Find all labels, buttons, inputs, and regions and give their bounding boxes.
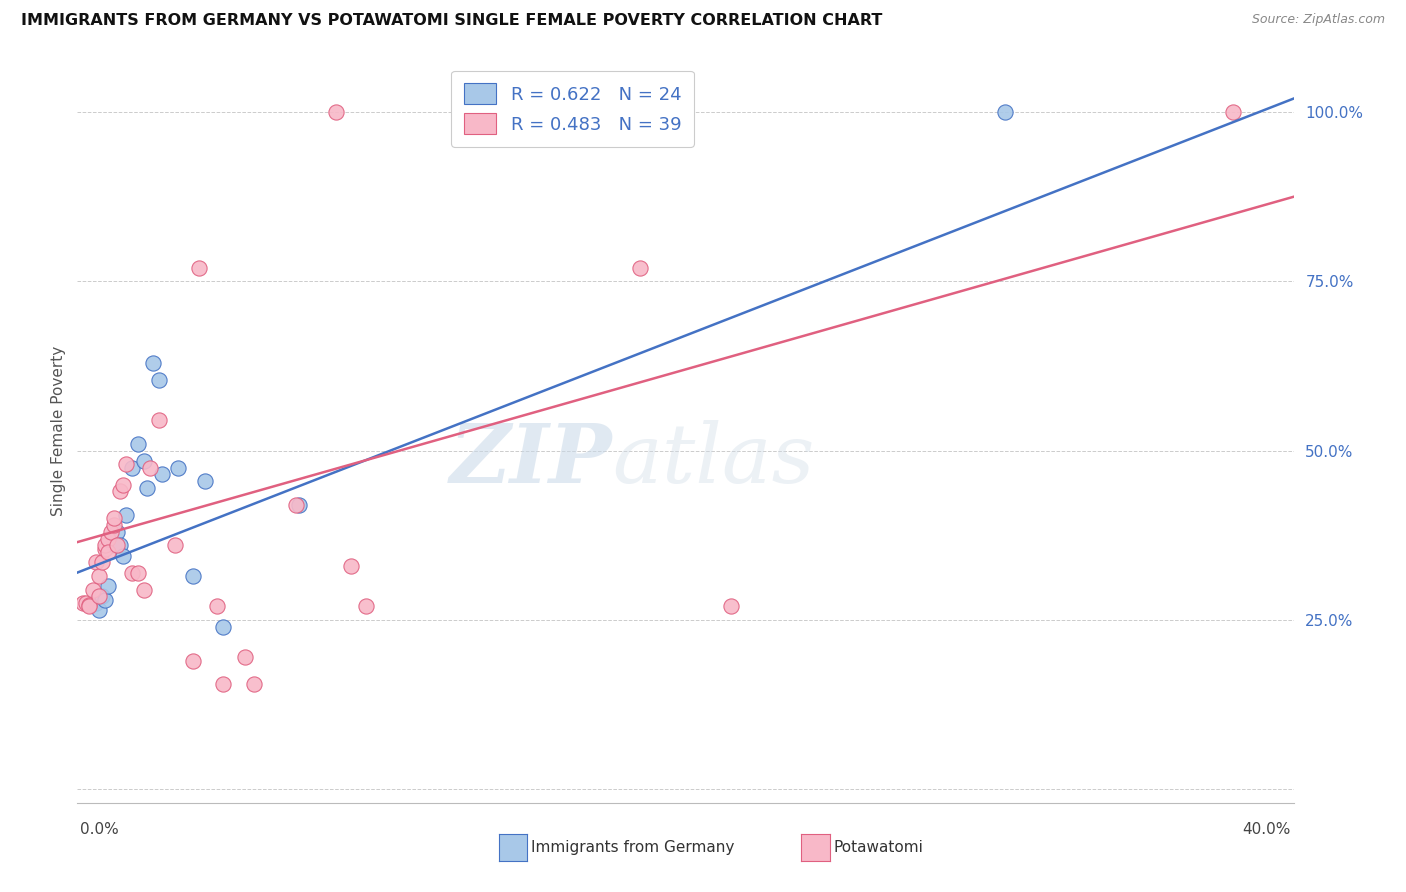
Point (1222, 105, 1244, 120)
Point (87, 603, 110, 617)
Point (108, 539, 131, 553)
Point (340, 558, 363, 573)
Point (108, 484, 131, 499)
Point (103, 518, 125, 533)
Point (628, 260, 651, 275)
Point (72, 596, 94, 610)
Point (105, 539, 128, 553)
Text: Potawatomi: Potawatomi (834, 840, 924, 855)
Point (212, 677, 235, 691)
Point (354, 599, 377, 614)
Text: ZIP: ZIP (450, 420, 613, 500)
Text: IMMIGRANTS FROM GERMANY VS POTAWATOMI SINGLE FEMALE POVERTY CORRELATION CHART: IMMIGRANTS FROM GERMANY VS POTAWATOMI SI… (21, 13, 883, 29)
Point (152, 467, 174, 482)
Point (115, 457, 138, 471)
Point (93, 539, 115, 553)
Point (115, 508, 138, 522)
Point (285, 498, 308, 512)
Point (127, 566, 149, 580)
Point (142, 356, 165, 370)
Point (87, 589, 110, 603)
Point (97, 545, 120, 559)
Point (121, 566, 143, 580)
Point (90, 589, 112, 603)
Point (84, 556, 107, 570)
Point (242, 677, 264, 691)
Point (93, 541, 115, 556)
Point (82, 596, 104, 610)
Point (111, 477, 134, 491)
Point (163, 539, 186, 553)
Point (148, 373, 170, 387)
Text: 0.0%: 0.0% (80, 822, 120, 837)
Point (97, 532, 120, 546)
Point (136, 481, 159, 495)
Point (75, 596, 97, 610)
Text: Source: ZipAtlas.com: Source: ZipAtlas.com (1251, 13, 1385, 27)
Point (212, 620, 235, 634)
Point (121, 460, 143, 475)
Y-axis label: Single Female Poverty: Single Female Poverty (51, 345, 66, 516)
Point (148, 413, 170, 427)
Point (134, 454, 156, 468)
Text: Immigrants from Germany: Immigrants from Germany (531, 840, 735, 855)
Point (103, 539, 125, 553)
Point (181, 654, 204, 668)
Point (111, 549, 134, 563)
Point (105, 524, 128, 539)
Point (166, 460, 188, 475)
Point (720, 599, 742, 614)
Point (233, 650, 256, 665)
Point (994, 105, 1017, 120)
Point (103, 511, 125, 525)
Point (100, 524, 122, 539)
Legend: R = 0.622   N = 24, R = 0.483   N = 39: R = 0.622 N = 24, R = 0.483 N = 39 (451, 70, 695, 147)
Point (93, 592, 115, 607)
Point (139, 460, 162, 475)
Point (127, 437, 149, 451)
Point (84, 596, 107, 610)
Point (87, 569, 110, 583)
Point (181, 569, 204, 583)
Point (90, 556, 112, 570)
Text: atlas: atlas (613, 420, 815, 500)
Point (97, 579, 120, 593)
Point (134, 582, 156, 597)
Text: 40.0%: 40.0% (1243, 822, 1291, 837)
Point (79, 598, 101, 612)
Point (82, 582, 104, 597)
Point (325, 105, 347, 120)
Point (194, 474, 217, 488)
Point (79, 599, 101, 614)
Point (188, 260, 211, 275)
Point (288, 498, 311, 512)
Point (205, 599, 228, 614)
